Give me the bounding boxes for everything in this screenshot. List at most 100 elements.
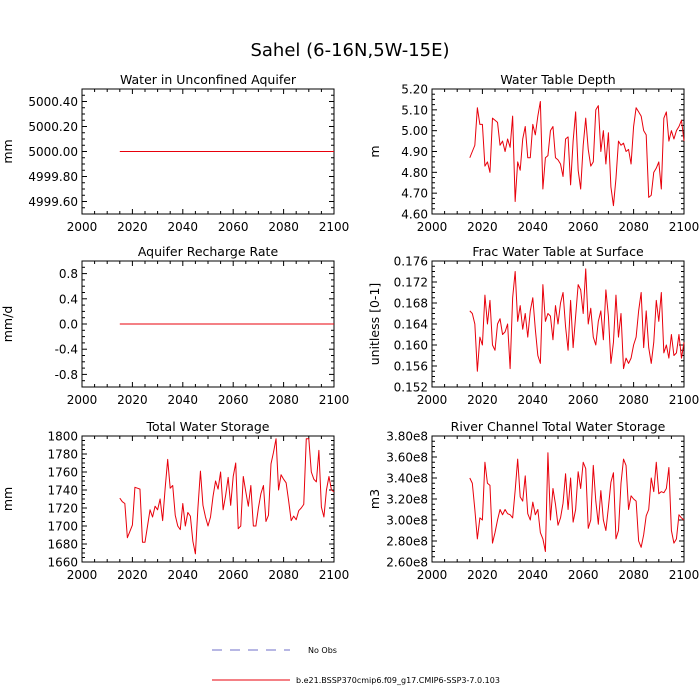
series-line (469, 101, 685, 207)
x-tick-label: 2100 (669, 568, 700, 582)
x-tick-label: 2100 (319, 393, 350, 407)
y-tick-label: 1740 (47, 484, 78, 498)
x-tick-label: 2080 (268, 393, 299, 407)
x-tick-label: 2060 (568, 220, 599, 234)
y-tick-label: 5.00 (401, 124, 428, 138)
y-tick-label: 1680 (47, 538, 78, 552)
y-tick-label: 2.60e8 (386, 556, 428, 570)
x-tick-label: 2040 (518, 568, 549, 582)
x-tick-label: 2100 (319, 220, 350, 234)
y-tick-label: 0.176 (394, 255, 428, 269)
panel-title: Aquifer Recharge Rate (138, 244, 279, 259)
y-tick-label: 1760 (47, 466, 78, 480)
x-tick-label: 2000 (67, 393, 98, 407)
y-axis-label: mm/d (0, 306, 15, 343)
panels: Water in Unconfined Aquifer mm 2000 2020 204… (0, 72, 699, 582)
y-tick-label: 1800 (47, 430, 78, 444)
y-axis-label: mm (0, 487, 15, 511)
y-tick-label: 0.8 (59, 267, 78, 281)
y-tick-label: 2.80e8 (386, 535, 428, 549)
x-tick-label: 2020 (117, 393, 148, 407)
y-tick-label: 3.80e8 (386, 430, 428, 444)
panel-unconfined-aquifer: Water in Unconfined Aquifer mm 2000 2020 204… (0, 72, 349, 234)
x-tick-label: 2080 (268, 568, 299, 582)
x-tick-label: 2080 (618, 568, 649, 582)
y-tick-label: 1780 (47, 448, 78, 462)
y-tick-label: 4.90 (401, 145, 428, 159)
y-tick-label: 5000.20 (28, 120, 78, 134)
x-tick-label: 2000 (67, 220, 98, 234)
y-tick-label: 0.4 (59, 292, 78, 306)
y-tick-label: 0.168 (394, 297, 428, 311)
y-tick-label: 0.164 (394, 318, 428, 332)
x-tick-label: 2080 (618, 220, 649, 234)
x-tick-label: 2020 (117, 220, 148, 234)
y-tick-label: 4.80 (401, 166, 428, 180)
y-axis-label: unitless [0-1] (367, 283, 382, 366)
x-tick-label: 2100 (319, 568, 350, 582)
y-tick-label: 0.160 (394, 339, 428, 353)
panel-title: Total Water Storage (146, 419, 270, 434)
y-tick-label: 4.70 (401, 187, 428, 201)
x-tick-label: 2080 (268, 220, 299, 234)
legend: No Obs b.e21.BSSP370cmip6.f09_g17.CMIP6-… (212, 646, 500, 685)
x-tick-label: 2020 (117, 568, 148, 582)
x-tick-label: 2040 (168, 568, 199, 582)
x-tick-label: 2000 (417, 393, 448, 407)
x-tick-label: 2020 (467, 220, 498, 234)
y-tick-label: 4999.80 (28, 170, 78, 184)
panel-title: River Channel Total Water Storage (451, 419, 666, 434)
x-tick-label: 2000 (417, 568, 448, 582)
x-tick-label: 2060 (218, 568, 249, 582)
figure-title: Sahel (6-16N,5W-15E) (250, 40, 449, 61)
panel-total-water-storage: Total Water Storage mm 2000 2020 2040 2060 208… (0, 419, 349, 582)
y-tick-label: 5.10 (401, 103, 428, 117)
x-tick-label: 2060 (568, 393, 599, 407)
y-axis-label: mm (0, 139, 15, 163)
x-tick-label: 2020 (467, 393, 498, 407)
y-axis-label: m3 (367, 489, 382, 509)
legend-no-obs-label: No Obs (308, 646, 337, 655)
x-tick-label: 2000 (417, 220, 448, 234)
x-tick-label: 2100 (669, 220, 700, 234)
y-tick-label: 0.152 (394, 381, 428, 395)
legend-model-label: b.e21.BSSP370cmip6.f09_g17.CMIP6-SSP3-7.… (296, 676, 500, 685)
y-tick-label: 3.60e8 (386, 451, 428, 465)
y-tick-label: 3.20e8 (386, 493, 428, 507)
x-tick-label: 2100 (669, 393, 700, 407)
y-tick-label: 5000.00 (28, 145, 78, 159)
y-tick-label: 5.20 (401, 83, 428, 97)
x-tick-label: 2060 (218, 393, 249, 407)
panel-water-table-depth: Water Table Depth m 2000 2020 2040 2060 2080 21… (367, 72, 699, 234)
x-tick-label: 2060 (568, 568, 599, 582)
x-tick-label: 2060 (218, 220, 249, 234)
panel-title: Water Table Depth (500, 72, 615, 87)
y-tick-label: 4.60 (401, 208, 428, 222)
x-tick-label: 2040 (168, 393, 199, 407)
y-tick-label: -0.4 (55, 343, 78, 357)
y-tick-label: 4999.60 (28, 195, 78, 209)
x-tick-label: 2000 (67, 568, 98, 582)
plot-frame (431, 88, 685, 215)
panel-title: Frac Water Table at Surface (472, 244, 644, 259)
y-tick-label: 3.40e8 (386, 472, 428, 486)
y-tick-label: 0.156 (394, 360, 428, 374)
y-tick-label: 1720 (47, 502, 78, 516)
x-tick-label: 2020 (467, 568, 498, 582)
series-line (119, 438, 335, 555)
panel-recharge-rate: Aquifer Recharge Rate mm/d 2000 2020 2040 206… (0, 244, 349, 407)
series-line (469, 452, 685, 552)
y-tick-label: 5000.40 (28, 95, 78, 109)
panel-title: Water in Unconfined Aquifer (120, 72, 297, 87)
y-tick-label: 0.172 (394, 276, 428, 290)
y-tick-label: 0.0 (59, 318, 78, 332)
plot-frame (431, 435, 685, 563)
y-axis-label: m (367, 145, 382, 157)
x-tick-label: 2040 (168, 220, 199, 234)
y-tick-label: 1660 (47, 556, 78, 570)
y-tick-label: 1700 (47, 520, 78, 534)
x-tick-label: 2040 (518, 220, 549, 234)
series-line (469, 268, 685, 372)
